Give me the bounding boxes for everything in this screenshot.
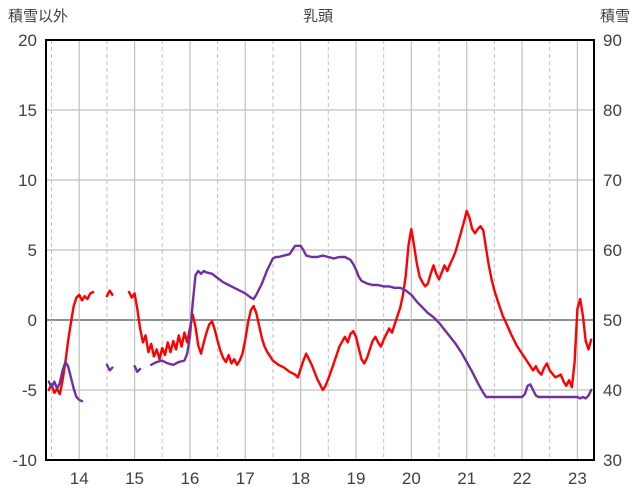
left-tick-label: 10	[18, 171, 37, 190]
left-tick-label: -5	[22, 381, 37, 400]
right-tick-label: 50	[603, 311, 622, 330]
right-tick-label: 90	[603, 31, 622, 50]
chart-title: 乳頭	[302, 8, 333, 25]
right-tick-label: 70	[603, 171, 622, 190]
purple-series-path	[47, 244, 593, 403]
right-tick-label: 60	[603, 241, 622, 260]
x-tick-label: 14	[70, 469, 89, 488]
left-tick-label: -10	[12, 451, 37, 470]
left-tick-label: 5	[28, 241, 37, 260]
x-tick-label: 19	[347, 469, 366, 488]
x-tick-label: 18	[291, 469, 310, 488]
right-axis-title: 積雪	[599, 8, 630, 25]
x-tick-label: 23	[568, 469, 587, 488]
right-tick-label: 30	[603, 451, 622, 470]
right-tick-label: 40	[603, 381, 622, 400]
x-tick-label: 22	[513, 469, 532, 488]
x-tick-label: 15	[125, 469, 144, 488]
right-tick-label: 80	[603, 101, 622, 120]
plot-border	[45, 39, 595, 461]
left-tick-label: 20	[18, 31, 37, 50]
x-tick-label: 17	[236, 469, 255, 488]
x-tick-label: 16	[180, 469, 199, 488]
x-tick-label: 20	[402, 469, 421, 488]
x-tick-label: 21	[457, 469, 476, 488]
left-tick-label: 15	[18, 101, 37, 120]
left-tick-label: 0	[28, 311, 37, 330]
left-axis-title: 積雪以外	[8, 8, 69, 25]
red-series-path	[47, 209, 593, 396]
